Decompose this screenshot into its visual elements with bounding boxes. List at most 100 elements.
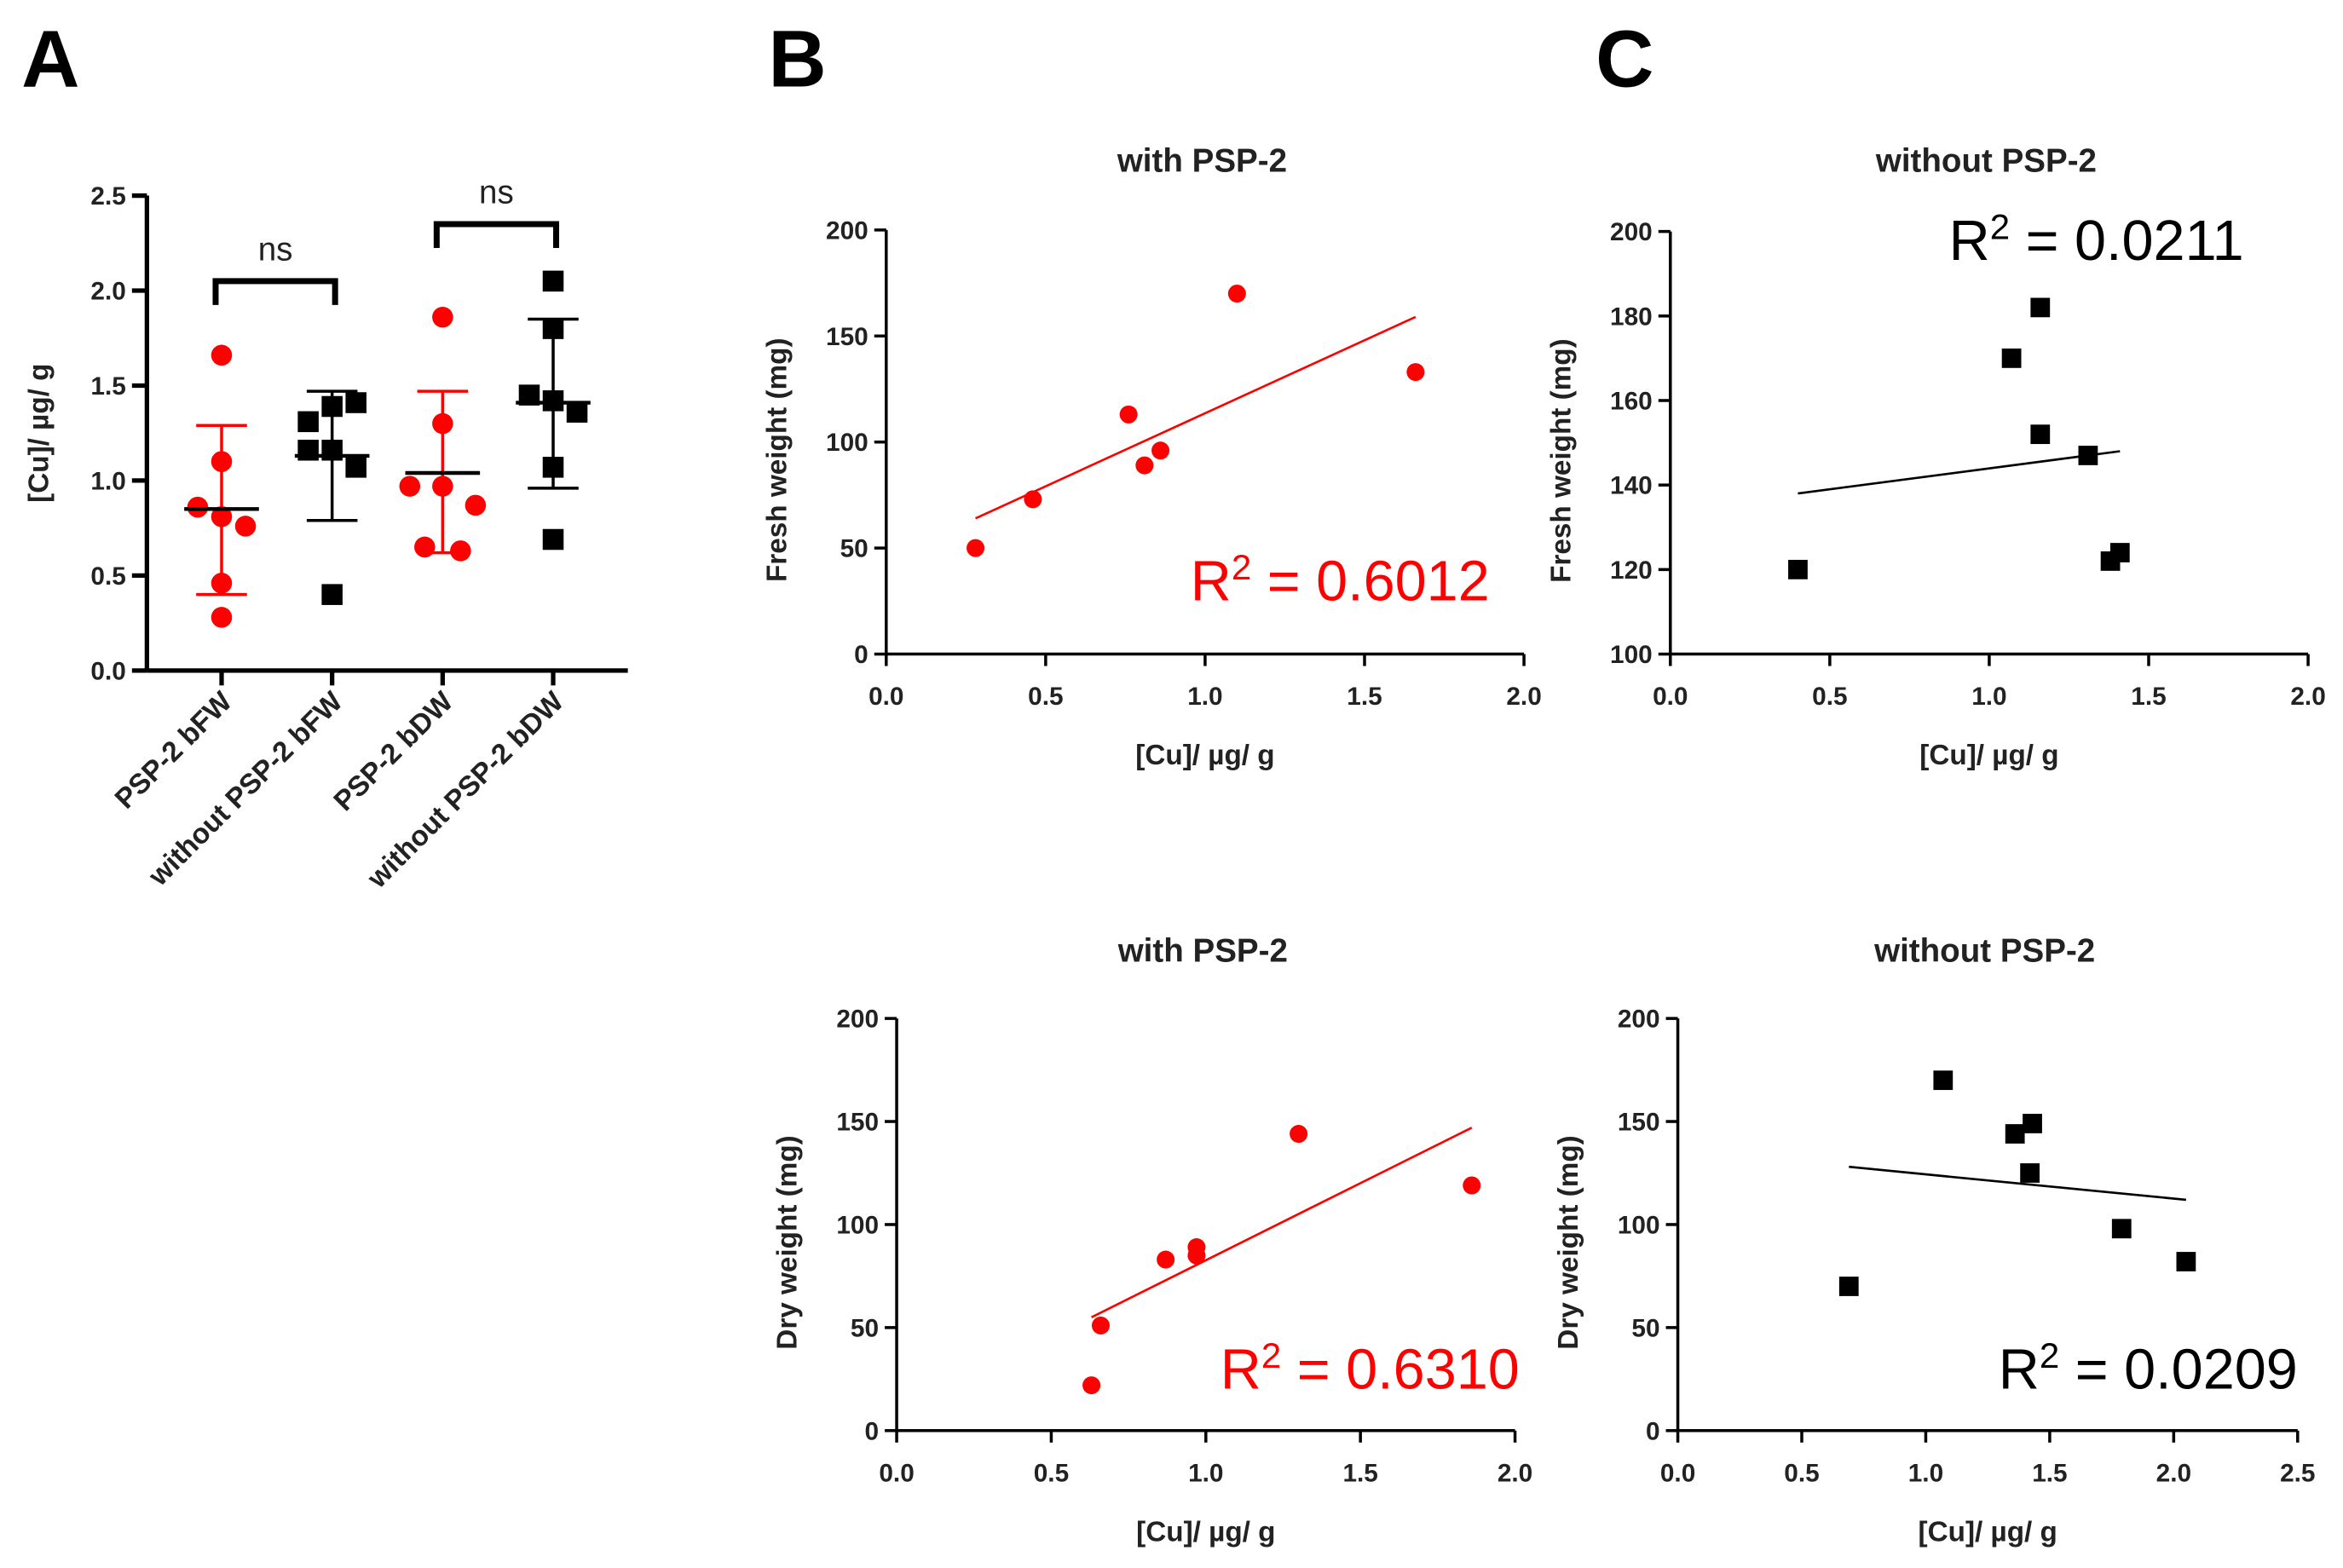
data-point — [321, 584, 343, 605]
y-tick-label: 150 — [836, 1109, 879, 1137]
y-axis-label: Dry weight (mg) — [772, 1135, 804, 1349]
y-tick-label: 100 — [836, 1211, 879, 1239]
chart-title: without PSP-2 — [1873, 933, 2095, 970]
y-tick-label: 0 — [864, 1417, 879, 1445]
y-tick-label: 50 — [1631, 1314, 1659, 1342]
data-point — [211, 344, 233, 366]
data-point — [211, 573, 233, 594]
data-point — [432, 306, 453, 328]
y-tick-label: 1.5 — [90, 372, 125, 401]
data-point — [1838, 1277, 1859, 1296]
data-point — [1406, 363, 1425, 382]
chart-title: with PSP-2 — [1117, 933, 1288, 970]
data-point — [1187, 1246, 1206, 1265]
y-tick-label: 200 — [1610, 218, 1653, 246]
r-squared-value: = 0.6012 — [1251, 550, 1490, 613]
regression-line — [1798, 450, 2121, 495]
data-point — [465, 494, 487, 516]
x-tick-label: 0.5 — [1028, 683, 1063, 711]
data-point — [542, 528, 564, 551]
x-tick-label: 1.0 — [1908, 1459, 1943, 1487]
data-point — [2109, 543, 2130, 562]
data-point — [1290, 1125, 1308, 1144]
data-point — [211, 506, 233, 527]
data-point — [234, 516, 257, 537]
significance-bracket — [212, 278, 338, 305]
data-point — [2078, 446, 2098, 465]
x-tick-label: 1.5 — [1347, 683, 1382, 711]
data-point — [321, 395, 343, 418]
r-squared-annotation: R2 = 0.0209 — [1999, 1335, 2298, 1402]
data-point — [345, 457, 366, 478]
y-axis-label: Fresh weight (mg) — [1545, 338, 1577, 583]
r-squared-sup: 2 — [2040, 1335, 2059, 1375]
data-point — [1024, 490, 1042, 509]
x-axis-label: [Cu]/ µg/ g — [1136, 1516, 1275, 1548]
data-point — [187, 496, 209, 518]
data-point — [211, 607, 233, 628]
y-tick-label: 0.5 — [90, 562, 125, 591]
r-squared-sup: 2 — [1261, 1335, 1281, 1375]
data-point — [414, 536, 436, 558]
r-squared-annotation: R2 = 0.6012 — [1191, 547, 1490, 614]
y-tick-label: 140 — [1610, 472, 1653, 500]
y-tick-label: 150 — [1618, 1109, 1660, 1137]
x-axis-label: [Cu]/ µg/ g — [1135, 740, 1274, 771]
data-point — [542, 390, 564, 412]
data-point — [566, 401, 588, 423]
y-tick-label: 180 — [1610, 303, 1653, 331]
series-0 — [184, 344, 259, 628]
series-2 — [399, 306, 487, 562]
y-tick-label: 200 — [826, 216, 869, 245]
x-tick-label: without PSP-2 bDW — [361, 685, 571, 895]
r-squared-r: R — [1999, 1339, 2040, 1402]
data-point — [2005, 1124, 2025, 1144]
r-squared-sup: 2 — [1232, 547, 1251, 587]
series-1 — [294, 389, 370, 605]
r-squared-value: = 0.0209 — [2059, 1339, 2298, 1402]
x-tick-label: 0.0 — [879, 1459, 914, 1487]
y-tick-label: 120 — [1610, 556, 1653, 585]
data-point — [542, 270, 564, 292]
data-point — [345, 392, 366, 413]
data-point — [1463, 1176, 1481, 1195]
regression-line — [975, 315, 1417, 520]
series-3 — [516, 270, 591, 551]
data-point — [2030, 297, 2051, 318]
data-point — [211, 451, 233, 472]
chart-title: without PSP-2 — [1875, 143, 2097, 180]
x-tick-label: 2.0 — [1506, 683, 1541, 711]
data-point — [2023, 1114, 2042, 1133]
data-point — [1227, 285, 1246, 303]
data-point — [399, 476, 421, 497]
significance-label: ns — [479, 174, 514, 210]
y-axis-label: Dry weight (mg) — [1553, 1135, 1584, 1349]
data-point — [1933, 1070, 1953, 1091]
data-point — [1135, 456, 1154, 475]
y-tick-label: 160 — [1610, 388, 1653, 416]
x-tick-label: 1.5 — [1342, 1459, 1377, 1487]
data-point — [1788, 559, 1808, 579]
scatter-panel-c-bottom: without PSP-2 0 50 100 150 200 0.0 0.5 1.0 1.5 2.0… — [1553, 933, 2315, 1548]
y-tick-label: 200 — [836, 1006, 879, 1034]
panel-letter-c: C — [1596, 14, 1653, 105]
r-squared-r: R — [1191, 550, 1232, 613]
y-tick-label: 0 — [1646, 1417, 1660, 1445]
y-tick-label: 50 — [851, 1314, 879, 1342]
x-tick-label: 2.0 — [1498, 1459, 1532, 1487]
r-squared-annotation: R2 = 0.0211 — [1949, 206, 2244, 273]
scatter-panel-b-bottom: with PSP-2 0 50 100 150 200 0.0 0.5 1.0 1.5 2.0 [Cu… — [772, 933, 1533, 1548]
x-tick-label: 2.0 — [2290, 683, 2325, 711]
y-tick-label: 0.0 — [90, 657, 125, 685]
significance-label: ns — [258, 231, 293, 268]
y-tick-label: 100 — [1618, 1211, 1660, 1239]
data-point — [450, 540, 471, 562]
y-tick-label: 0 — [854, 641, 869, 669]
x-axis-label: [Cu]/ µg/ g — [1919, 740, 2058, 771]
r-squared-sup: 2 — [1990, 206, 2010, 246]
x-tick-label: 1.0 — [1188, 1459, 1223, 1487]
data-point — [432, 476, 453, 497]
x-tick-label: 1.0 — [1187, 683, 1222, 711]
